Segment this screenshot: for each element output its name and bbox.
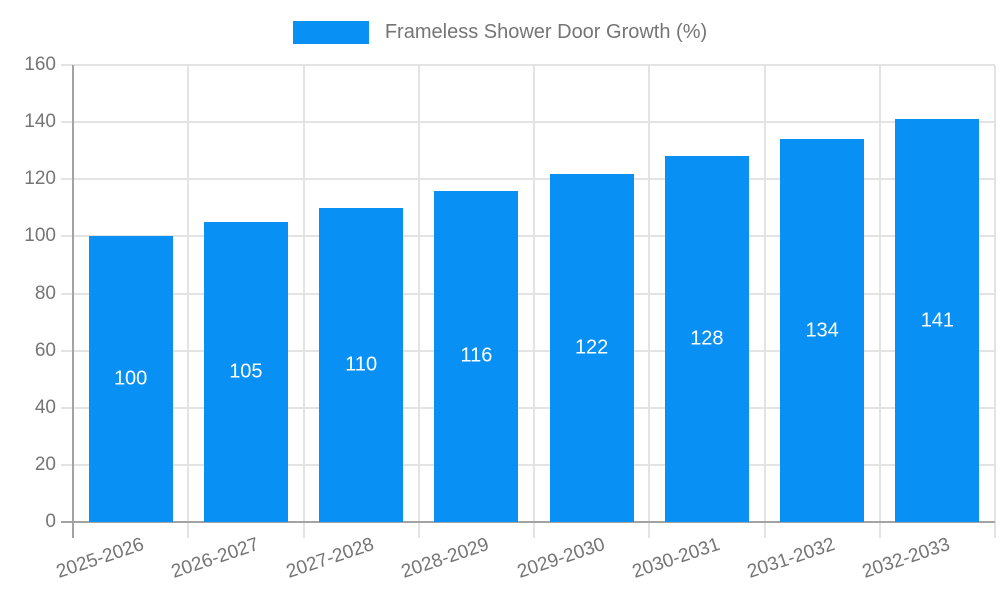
y-gridline xyxy=(61,406,995,409)
bar[interactable] xyxy=(203,222,288,522)
bar[interactable] xyxy=(319,207,404,522)
legend-label: Frameless Shower Door Growth (%) xyxy=(384,20,708,43)
y-tick-label: 140 xyxy=(24,111,56,133)
bar[interactable] xyxy=(895,119,980,522)
bar-value-label: 128 xyxy=(690,327,724,350)
y-gridline xyxy=(61,64,995,66)
y-tick-label: 40 xyxy=(34,396,56,418)
y-gridline xyxy=(61,235,995,238)
y-tick-label: 60 xyxy=(34,339,56,361)
legend[interactable]: Frameless Shower Door Growth (%) xyxy=(0,14,1000,50)
x-axis-line xyxy=(61,521,995,523)
bar[interactable] xyxy=(88,236,173,522)
y-tick-label: 0 xyxy=(45,511,56,532)
y-gridline xyxy=(61,292,995,295)
bar-value-label: 105 xyxy=(229,360,263,383)
x-gridline xyxy=(648,65,651,538)
y-tick-label: 100 xyxy=(24,225,56,247)
y-gridline xyxy=(61,463,995,466)
x-gridline xyxy=(302,65,305,538)
bar-value-label: 100 xyxy=(113,367,148,390)
y-axis-line xyxy=(72,65,74,538)
bar[interactable] xyxy=(780,139,865,522)
y-tick-label: 120 xyxy=(24,168,56,190)
x-gridline xyxy=(878,65,881,538)
y-tick-label: 20 xyxy=(34,453,56,475)
bar[interactable] xyxy=(549,173,634,522)
legend-swatch xyxy=(292,20,369,44)
x-gridline xyxy=(187,65,190,538)
x-gridline xyxy=(763,65,766,538)
y-gridline xyxy=(61,349,995,352)
x-gridline xyxy=(417,65,420,538)
bar-value-label: 116 xyxy=(460,344,493,367)
bar[interactable] xyxy=(664,156,749,522)
y-gridline xyxy=(61,121,995,124)
x-gridline xyxy=(994,65,996,538)
bar-value-label: 141 xyxy=(920,309,955,332)
y-tick-label: 160 xyxy=(24,54,56,75)
bar-value-label: 110 xyxy=(345,353,378,376)
bar-value-label: 134 xyxy=(805,319,839,342)
y-gridline xyxy=(61,178,995,181)
y-tick-label: 80 xyxy=(34,282,56,304)
x-gridline xyxy=(533,65,535,538)
bar[interactable] xyxy=(434,190,519,522)
bar-value-label: 122 xyxy=(574,336,609,359)
